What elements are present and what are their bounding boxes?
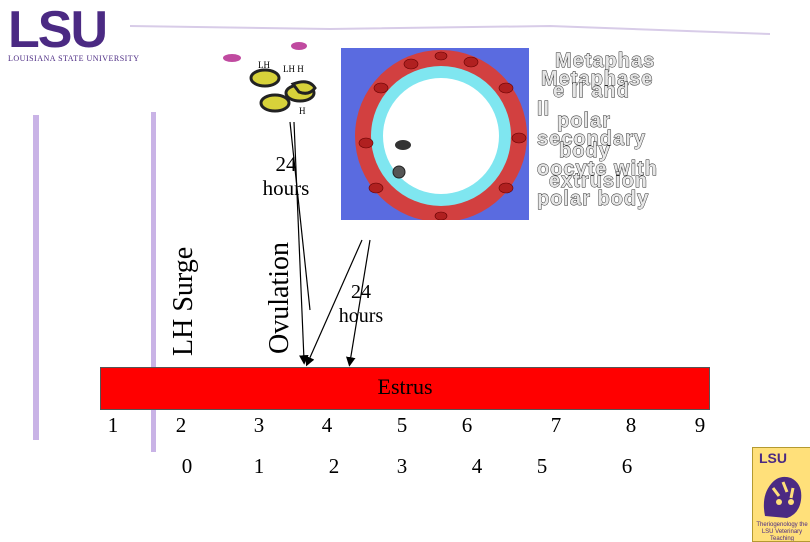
hours-label-lower: 24 hours [338, 281, 384, 327]
timeline-top-tick: 9 [694, 413, 706, 437]
left-decorative-bar [33, 115, 39, 440]
theriogenology-badge: LSU Theriogenology the LSU Veterinary Te… [752, 447, 810, 542]
svg-text:oocyte with: oocyte with [537, 158, 658, 180]
svg-text:LH H: LH H [283, 64, 304, 74]
svg-text:LH: LH [258, 60, 270, 70]
svg-text:secondary: secondary [537, 128, 646, 150]
svg-text:Metaphas: Metaphas [555, 50, 655, 72]
timeline-bottom-tick: 2 [328, 454, 340, 478]
polar-body-icon [392, 165, 406, 179]
svg-text:polar body: polar body [537, 188, 649, 210]
timeline-top-tick: 5 [396, 413, 408, 437]
lh-surge-bar [151, 112, 156, 452]
svg-text:II: II [537, 98, 550, 120]
timeline-bottom-tick: 1 [253, 454, 265, 478]
svg-text:extrusion: extrusion [549, 170, 648, 192]
badge-title: LSU [759, 450, 787, 466]
hours-label-upper: 24 hours [262, 152, 310, 200]
metaphase-spindle-icon [395, 140, 411, 150]
timeline-bottom-tick: 0 [181, 454, 193, 478]
lh-surge-label: LH Surge [168, 247, 199, 356]
svg-text:e II and: e II and [553, 80, 630, 102]
oocyte-illustration [341, 48, 529, 220]
timeline-top-tick: 8 [625, 413, 637, 437]
lsu-logo: LSU LOUISIANA STATE UNIVERSITY [0, 0, 145, 68]
logo-subtitle: LOUISIANA STATE UNIVERSITY [8, 54, 140, 63]
timeline-bottom-tick: 6 [621, 454, 633, 478]
badge-caption: Theriogenology the LSU Veterinary Teachi… [756, 522, 808, 542]
tiger-emblem-icon [763, 476, 802, 518]
lh-molecule-icon [291, 42, 307, 50]
top-decorative-line [130, 24, 770, 35]
timeline-top-tick: 3 [253, 413, 265, 437]
svg-text:H: H [299, 106, 306, 116]
lh-molecules: LH LH H H [223, 42, 317, 116]
arrows [289, 121, 371, 367]
svg-text:Ovulation: Ovulation [264, 242, 295, 354]
svg-text:Metaphase: Metaphase [541, 68, 653, 90]
timeline-top-tick: 6 [461, 413, 473, 437]
logo-text: LSU [8, 1, 108, 59]
timeline-bottom-tick: 4 [471, 454, 483, 478]
svg-text:polar: polar [557, 110, 611, 132]
timeline-top-tick: 2 [175, 413, 187, 437]
estrus-bar: Estrus [100, 367, 710, 410]
ovulation-label: Ovulation [264, 242, 295, 354]
estrus-label: Estrus [377, 374, 433, 399]
timeline-top-tick: 1 [107, 413, 119, 437]
lh-molecule-icon [223, 54, 241, 62]
timeline-bottom-tick: 3 [396, 454, 408, 478]
timeline-bottom-tick: 5 [536, 454, 548, 478]
svg-text:LH Surge: LH Surge [168, 247, 199, 356]
timeline-top-tick: 7 [550, 413, 562, 437]
timeline-top-tick: 4 [321, 413, 333, 437]
svg-text:body: body [559, 140, 611, 162]
metaphase-text: Metaphas Metaphase e II and II polar sec… [537, 50, 658, 211]
